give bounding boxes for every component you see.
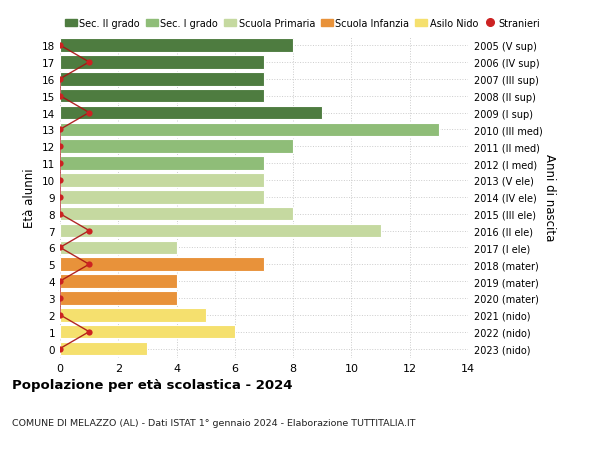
Bar bbox=[60, 207, 293, 221]
Y-axis label: Età alunni: Età alunni bbox=[23, 168, 37, 227]
Bar bbox=[60, 174, 264, 187]
Bar bbox=[60, 291, 176, 305]
Y-axis label: Anni di nascita: Anni di nascita bbox=[543, 154, 556, 241]
Legend: Sec. II grado, Sec. I grado, Scuola Primaria, Scuola Infanzia, Asilo Nido, Stran: Sec. II grado, Sec. I grado, Scuola Prim… bbox=[65, 19, 541, 28]
Bar bbox=[60, 106, 322, 120]
Text: COMUNE DI MELAZZO (AL) - Dati ISTAT 1° gennaio 2024 - Elaborazione TUTTITALIA.IT: COMUNE DI MELAZZO (AL) - Dati ISTAT 1° g… bbox=[12, 418, 415, 427]
Bar bbox=[60, 325, 235, 339]
Bar bbox=[60, 39, 293, 53]
Bar bbox=[60, 90, 264, 103]
Bar bbox=[60, 308, 206, 322]
Bar bbox=[60, 241, 176, 255]
Bar bbox=[60, 190, 264, 204]
Bar bbox=[60, 56, 264, 69]
Bar bbox=[60, 342, 148, 356]
Bar bbox=[60, 73, 264, 86]
Bar bbox=[60, 224, 380, 238]
Bar bbox=[60, 140, 293, 154]
Bar bbox=[60, 123, 439, 137]
Bar bbox=[60, 157, 264, 170]
Bar bbox=[60, 275, 176, 288]
Bar bbox=[60, 258, 264, 271]
Text: Popolazione per età scolastica - 2024: Popolazione per età scolastica - 2024 bbox=[12, 379, 293, 392]
